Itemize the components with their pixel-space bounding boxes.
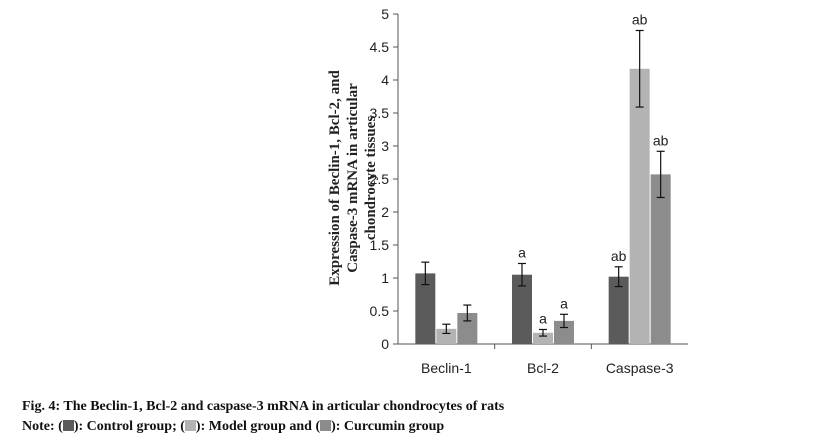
bar [457,312,478,344]
significance-label: a [518,244,526,260]
y-tick-label: 3 [381,138,389,154]
model-label: ): Model group and ( [195,419,321,434]
bar [650,174,671,344]
bar [415,273,436,344]
bar [629,68,650,344]
significance-label: ab [632,12,648,28]
x-tick-label: Beclin-1 [421,360,472,376]
y-tick-label: 2 [381,204,389,220]
x-tick-label: Bcl-2 [527,360,559,376]
model-swatch [184,420,196,431]
significance-label: ab [653,132,669,148]
bars [415,29,671,344]
y-tick-label: 0.5 [370,303,390,319]
bar [554,320,574,344]
y-axis-label-line-2: Caspase-3 mRNA in articular [345,83,361,273]
x-tick-label: Caspase-3 [606,360,674,376]
control-swatch [62,420,74,431]
y-tick-label: 4 [381,72,389,88]
figure-caption: Fig. 4: The Beclin-1, Bcl-2 and caspase-… [22,397,504,437]
curcumin-swatch [320,420,332,431]
y-tick-label: 5 [381,6,389,22]
significance-label: a [560,295,568,311]
bar [608,276,629,344]
significance-label: a [539,310,547,326]
y-axis-label: Expression of Beclin-1, Bcl-2, and Caspa… [327,70,379,286]
curcumin-label: ): Curcumin group [331,419,445,434]
y-axis-label-line-1: Expression of Beclin-1, Bcl-2, and [327,70,343,286]
significance-label: ab [611,248,627,264]
bar [533,332,553,344]
y-tick-label: 4.5 [370,39,390,55]
caption-note: Note: ( ): Control group; ( ): Model group… [22,417,504,437]
note-prefix: Note: ( [22,419,63,434]
y-tick-label: 1.5 [370,237,390,253]
caption-title: Fig. 4: The Beclin-1, Bcl-2 and caspase-… [22,399,505,414]
control-label: ): Control group; ( [73,419,185,434]
bar [512,274,532,344]
y-tick-label: 0 [381,336,389,352]
y-axis-label-line-3: chondrocyte tissues [363,116,379,240]
y-tick-label: 3.5 [370,105,390,121]
bar [436,328,457,344]
y-tick-label: 1 [381,270,389,286]
y-tick-label: 2.5 [370,171,390,187]
bar-chart: Expression of Beclin-1, Bcl-2, and Caspa… [327,6,688,376]
